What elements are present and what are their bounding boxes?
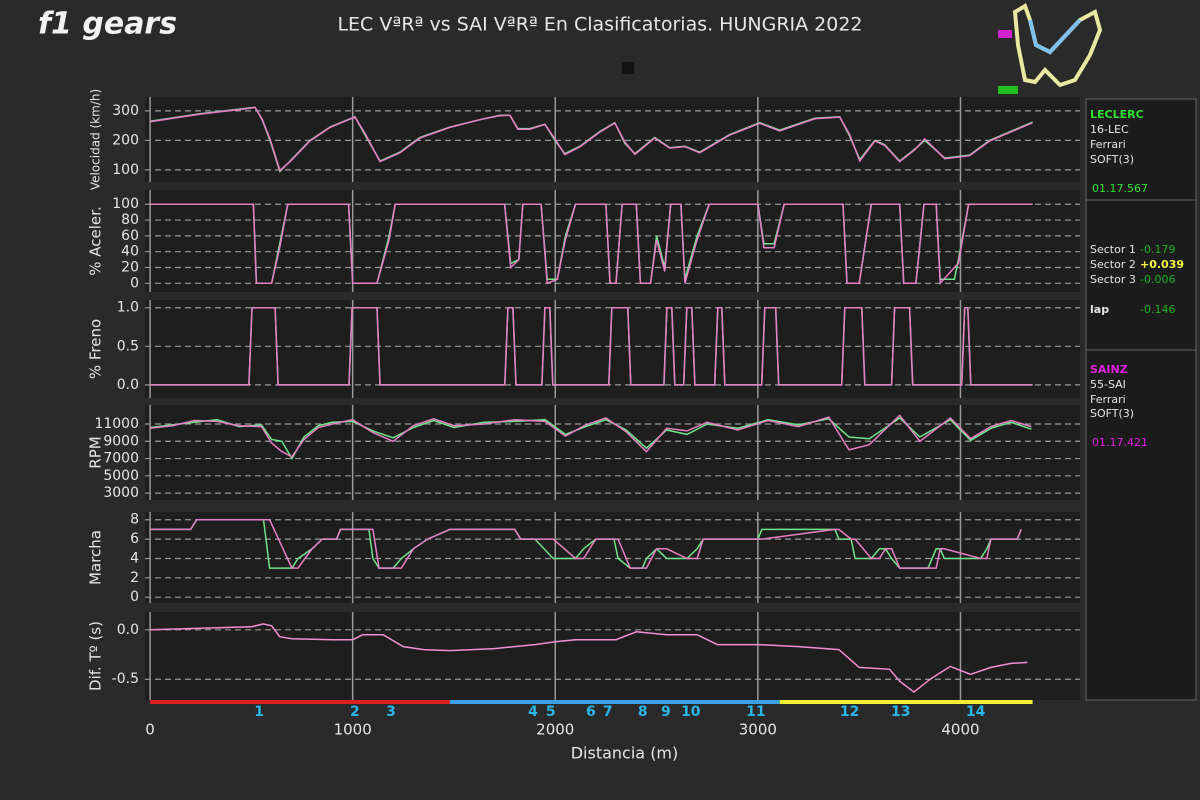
corner-label: 14 [966,704,986,720]
corner-label: 2 [350,704,360,720]
driver-tyre: SOFT(3) [1090,153,1134,166]
lap-label: lap [1090,303,1109,316]
corner-label: 10 [681,704,701,720]
marker-square [622,62,634,74]
plot-area [145,97,1080,182]
sector-label: Sector 1 [1090,243,1136,256]
y-tick-label: 9000 [103,433,139,449]
sector-delta: +0.039 [1140,258,1184,271]
y-tick-label: 80 [121,212,139,228]
y-tick-label: 1.0 [117,300,139,316]
y-tick-label: 0.0 [117,377,139,393]
sector-label: Sector 2 [1090,258,1136,271]
corner-label: 11 [746,704,765,720]
corner-label: 1 [254,704,264,720]
corner-label: 8 [638,704,648,720]
y-tick-label: 4 [130,550,139,566]
corner-label: 9 [661,704,671,720]
y-tick-label: 300 [112,103,139,119]
sector-delta: -0.179 [1140,243,1175,256]
series-line [150,623,1028,694]
y-tick-label: 0.5 [117,338,139,354]
driver-tyre: SOFT(3) [1090,407,1134,420]
y-tick-label: 100 [112,162,139,178]
driver-code: 55-SAI [1090,378,1126,391]
series-line [150,417,1032,461]
y-tick-label: 7000 [103,451,139,467]
driver-name: LECLERC [1090,108,1144,121]
corner-label: 4 [528,704,538,720]
x-tick-label: 0 [145,721,155,739]
x-axis-label: Distancia (m) [571,744,679,763]
logo: f1 gears [38,7,177,42]
corner-label: 12 [840,704,859,720]
y-axis-label: Velocidad (km/h) [89,89,103,190]
y-tick-label: 0.0 [117,622,139,638]
driver-time: 01.17.421 [1092,436,1148,449]
corner-label: 3 [386,704,396,720]
corner-label: 5 [546,704,556,720]
y-tick-label: 100 [112,196,139,212]
sector-delta: -0.006 [1140,273,1175,286]
corner-label: 6 [586,704,596,720]
map-marker [998,86,1018,94]
series-line [150,518,1022,569]
y-axis-label: % Aceler. [87,206,105,275]
x-tick-label: 3000 [739,721,777,739]
y-tick-label: 200 [112,132,139,148]
lap-delta: -0.146 [1140,303,1175,316]
x-tick-label: 1000 [334,721,372,739]
y-tick-label: 3000 [103,485,139,501]
y-tick-label: 11000 [94,416,139,432]
y-tick-label: 6 [130,531,139,547]
y-axis-label: % Freno [87,319,105,379]
y-tick-label: 0 [130,589,139,605]
y-tick-label: 8 [130,512,139,528]
y-axis-label: Dif. Tº (s) [87,621,105,691]
plot-area [145,405,1080,500]
series-line [149,106,1033,172]
plot-area [145,300,1080,398]
sector-label: Sector 3 [1090,273,1136,286]
y-tick-label: 60 [121,228,139,244]
series-line [150,203,1033,286]
series-line [150,306,1033,386]
chart-title: LEC VªRª vs SAI VªRª En Clasificatorias.… [337,14,862,36]
y-axis-label: RPM [87,436,105,468]
y-tick-label: 5000 [103,468,139,484]
y-tick-label: 40 [121,244,139,260]
series-line [150,414,1032,458]
panel-box [1085,98,1197,701]
driver-team: Ferrari [1090,393,1126,406]
corner-label: 13 [891,704,910,720]
y-tick-label: 0 [130,275,139,291]
driver-time: 01.17.567 [1092,182,1148,195]
y-tick-label: -0.5 [112,671,139,687]
y-tick-label: 2 [130,570,139,586]
plot-area [145,612,1080,700]
map-marker [998,30,1012,38]
track-map [1012,3,1103,88]
y-axis-label: Marcha [87,530,105,585]
x-tick-label: 2000 [536,721,574,739]
plot-area [145,512,1080,603]
corner-label: 7 [603,704,613,720]
driver-name: SAINZ [1090,363,1128,376]
driver-team: Ferrari [1090,138,1126,151]
driver-code: 16-LEC [1090,123,1129,136]
side-panel: LECLERC 16-LEC Ferrari SOFT(3) 01.17.567… [1085,98,1197,701]
y-tick-label: 20 [121,259,139,275]
x-tick-label: 4000 [941,721,979,739]
